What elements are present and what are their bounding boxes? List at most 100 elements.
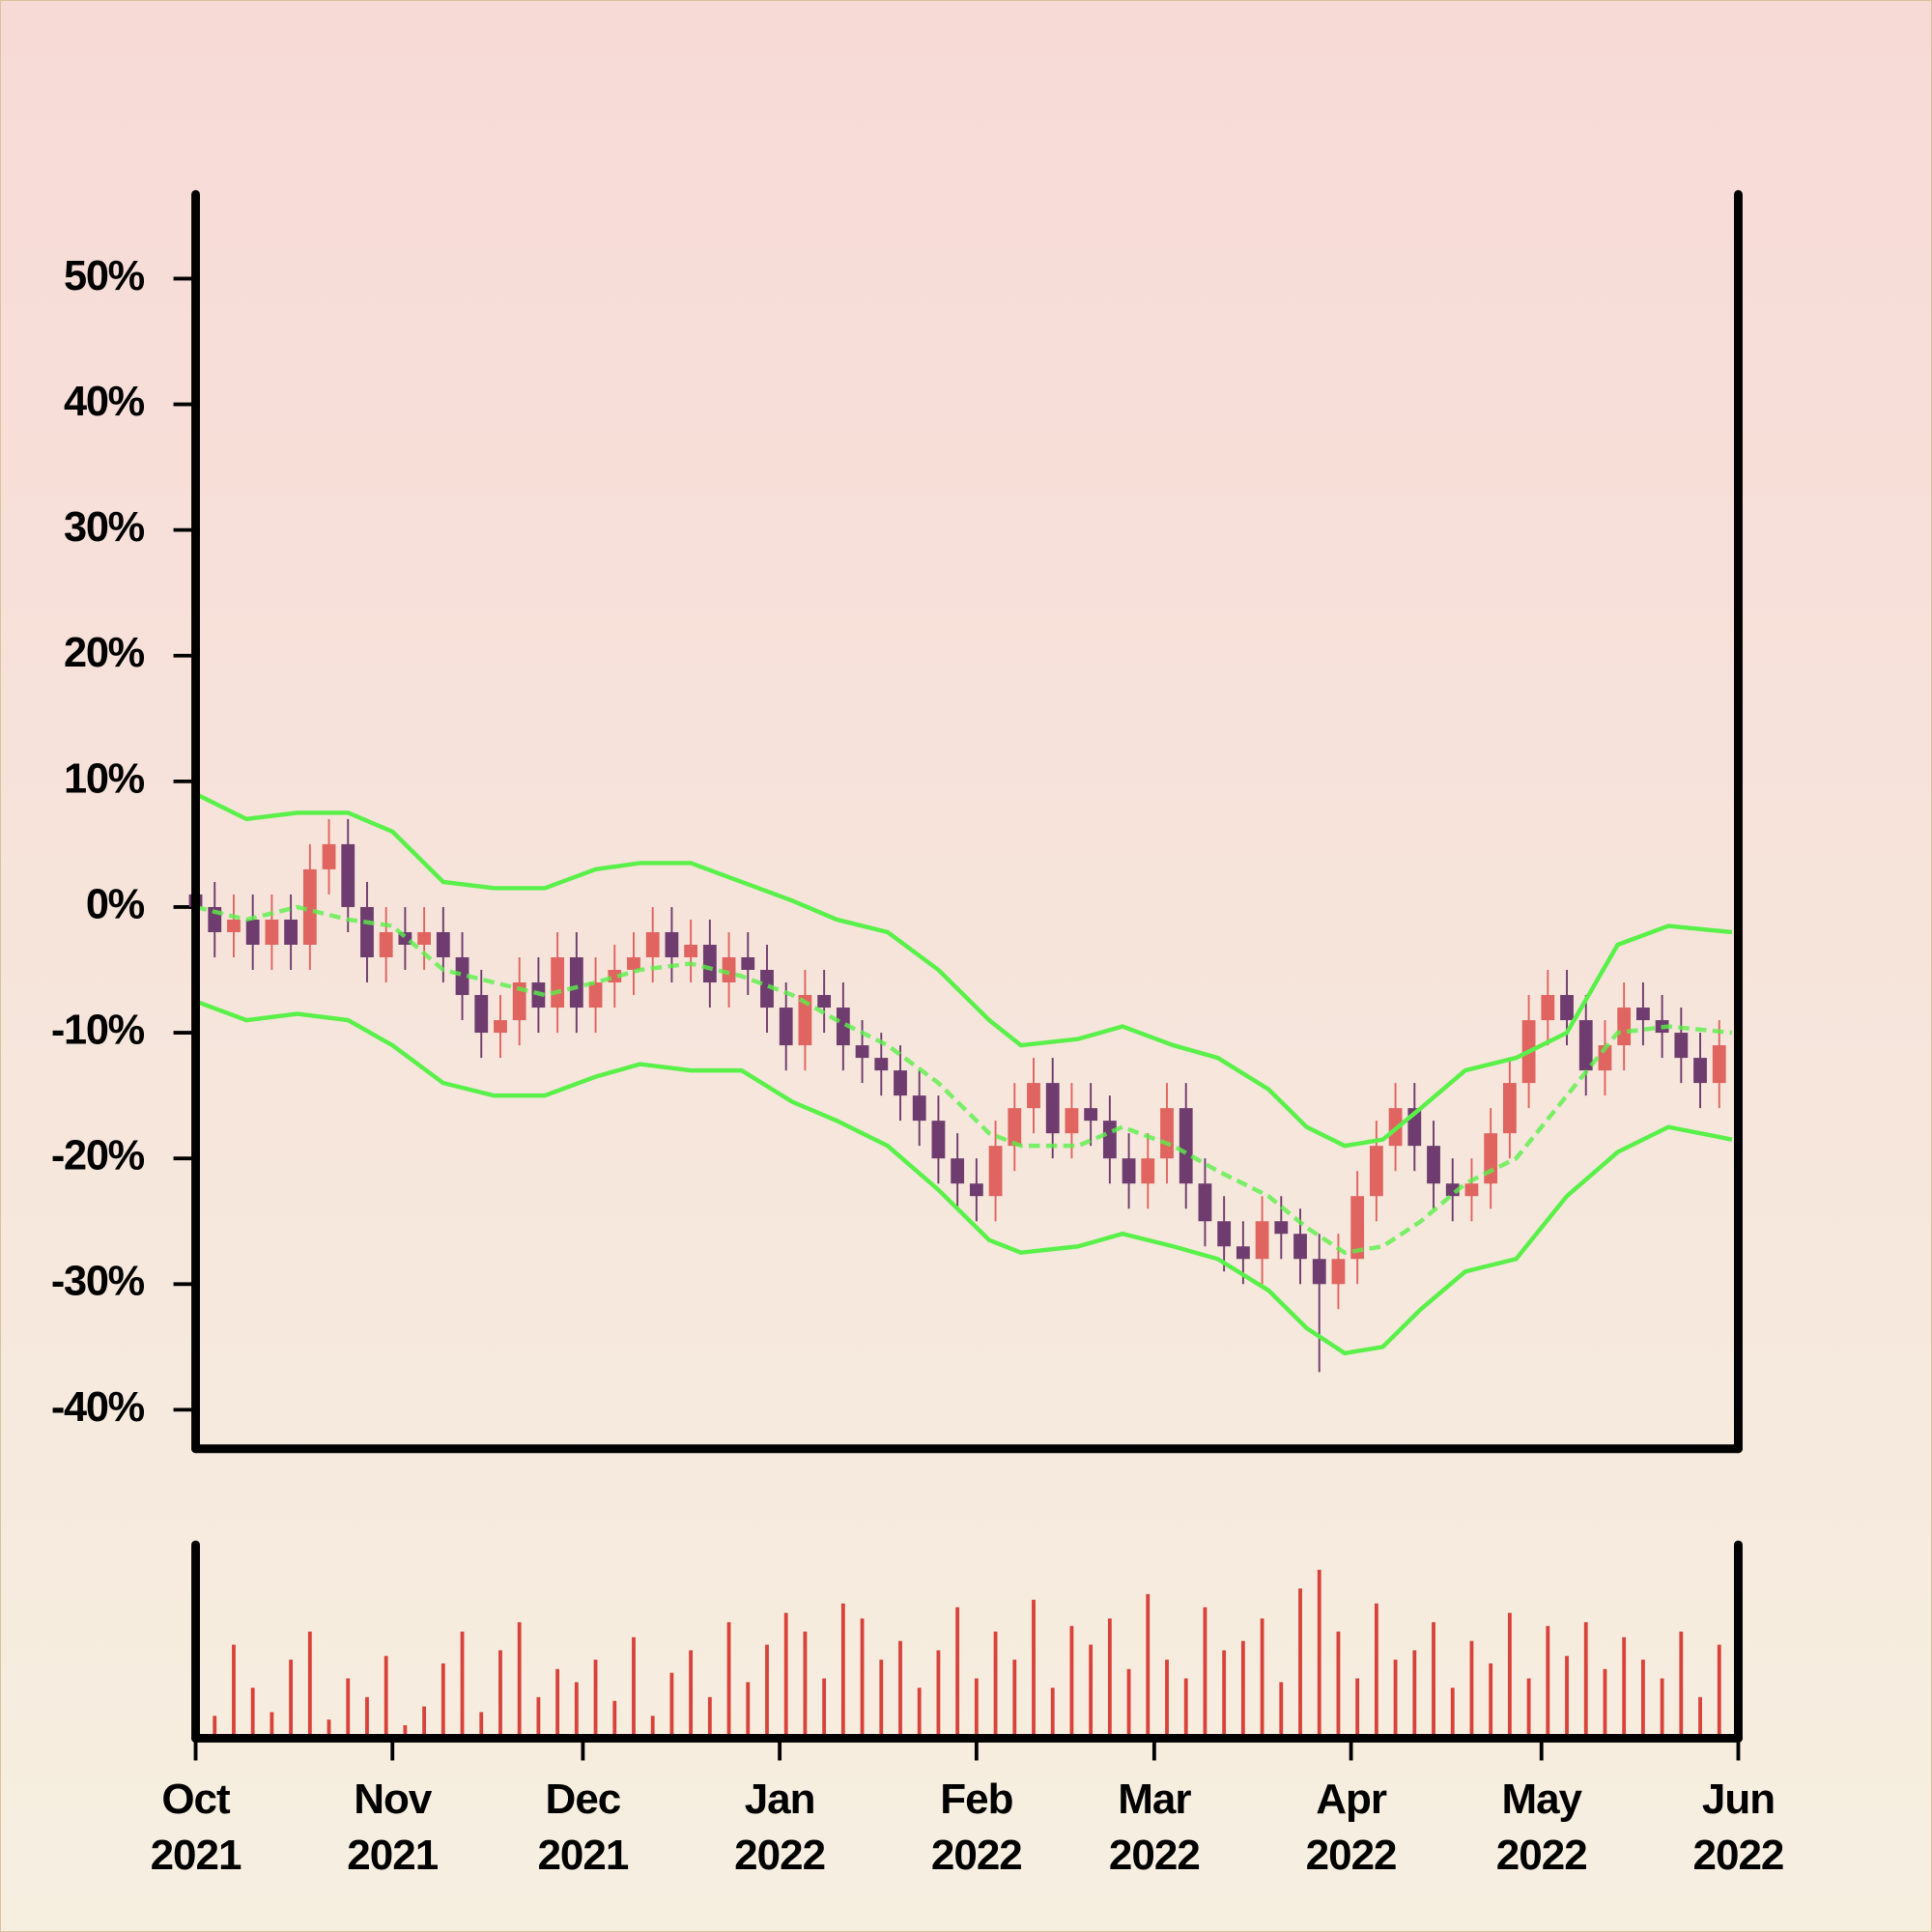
volume-bar: [1450, 1688, 1455, 1735]
candle-body: [474, 995, 489, 1034]
candle-body: [931, 1121, 946, 1159]
candle-body: [627, 957, 640, 971]
volume-bar: [1469, 1640, 1474, 1735]
volume-bar: [1583, 1622, 1588, 1735]
candle-body: [1084, 1108, 1098, 1122]
volume-bar: [460, 1632, 465, 1735]
volume-bar: [1336, 1632, 1341, 1735]
candle-body: [1274, 1221, 1289, 1235]
candle-body: [1350, 1196, 1365, 1260]
candle-body: [722, 957, 736, 983]
candle-body: [1122, 1158, 1136, 1184]
band-middle: [194, 904, 1733, 1256]
candle-body: [360, 906, 374, 958]
volume-bar: [1355, 1678, 1360, 1735]
volume-bar: [822, 1678, 827, 1735]
candle-body: [1179, 1108, 1193, 1184]
candle-body: [341, 843, 355, 907]
volume-bar: [1203, 1606, 1208, 1735]
candle-body: [836, 1008, 850, 1046]
volume-bar: [213, 1716, 217, 1735]
candle-body: [760, 970, 774, 1009]
volume-bar: [1069, 1626, 1074, 1735]
volume-bar: [555, 1668, 560, 1735]
candle-body: [988, 1146, 1003, 1197]
volume-bar: [765, 1644, 769, 1735]
candle-body: [1693, 1058, 1707, 1084]
volume-bar: [707, 1696, 712, 1735]
volume-bar: [1679, 1632, 1684, 1735]
candle-body: [588, 982, 603, 1009]
candle-body: [417, 931, 432, 945]
candle-body: [912, 1095, 926, 1122]
volume-bar: [365, 1696, 369, 1735]
volume-bar: [1183, 1678, 1188, 1735]
volume-bar: [650, 1716, 655, 1735]
volume-bar: [1222, 1650, 1227, 1735]
x-tick-label: Nov 2021: [347, 1775, 439, 1879]
volume-bar: [1260, 1618, 1264, 1735]
candle-body: [1027, 1083, 1040, 1109]
y-tick-label: 40%: [64, 379, 145, 425]
candle-body: [512, 982, 526, 1021]
x-tick-label: May 2022: [1495, 1775, 1588, 1879]
volume-bar: [1393, 1660, 1398, 1735]
candle-body: [1712, 1045, 1726, 1084]
candle-body: [951, 1158, 965, 1184]
volume-bar: [1317, 1570, 1321, 1735]
volume-bar: [403, 1724, 408, 1735]
volume-bar: [1032, 1600, 1036, 1735]
volume-bar: [783, 1612, 788, 1735]
candle-body: [817, 995, 832, 1009]
volume-bar: [1622, 1636, 1627, 1735]
candle-body: [494, 1020, 507, 1034]
volume-bar: [955, 1606, 960, 1735]
y-tick-label: 10%: [64, 755, 145, 802]
candle-body: [969, 1183, 983, 1197]
volume-bar: [479, 1712, 484, 1735]
y-tick-label: 50%: [64, 253, 145, 299]
volume-bar: [440, 1662, 445, 1735]
candle-body: [1236, 1246, 1250, 1260]
candle-body: [1160, 1108, 1174, 1159]
y-tick-label: -40%: [51, 1384, 145, 1431]
candle-body: [1578, 1020, 1593, 1071]
candle-body: [855, 1045, 869, 1059]
volume-bar: [974, 1678, 979, 1735]
volume-bar: [536, 1696, 541, 1735]
candle-body: [1635, 1008, 1650, 1021]
candle-body: [302, 868, 317, 945]
volume-bar: [898, 1640, 902, 1735]
candle-body: [1045, 1083, 1060, 1134]
volume-bar: [1546, 1626, 1550, 1735]
candle-body: [1217, 1221, 1232, 1247]
volume-bar: [860, 1618, 865, 1735]
volume-bar: [289, 1660, 294, 1735]
volume-bar: [1432, 1622, 1435, 1735]
volume-bar: [612, 1700, 617, 1735]
volume-bar: [1089, 1644, 1094, 1735]
candle-body: [1674, 1033, 1689, 1059]
volume-bar: [1126, 1668, 1131, 1735]
volume-bar: [746, 1682, 751, 1735]
x-tick-label: Dec 2021: [537, 1775, 629, 1879]
volume-bar: [1050, 1688, 1055, 1735]
candle-body: [436, 931, 450, 958]
volume-bar: [1374, 1603, 1378, 1735]
candle-body: [1464, 1183, 1479, 1197]
volume-bar: [840, 1603, 845, 1735]
volume-bar: [574, 1682, 579, 1735]
y-tick-label: -10%: [51, 1008, 145, 1054]
candle-body: [569, 957, 583, 1009]
candle-body: [455, 957, 469, 996]
candle-body: [1541, 995, 1555, 1021]
candle-body: [1427, 1146, 1440, 1184]
volume-bar: [1507, 1612, 1512, 1735]
y-tick-label: 20%: [64, 630, 145, 676]
x-tick-label: Apr 2022: [1305, 1775, 1398, 1879]
candle-body: [1331, 1259, 1346, 1285]
candle-body: [665, 931, 679, 958]
volume-bar: [1660, 1678, 1664, 1735]
